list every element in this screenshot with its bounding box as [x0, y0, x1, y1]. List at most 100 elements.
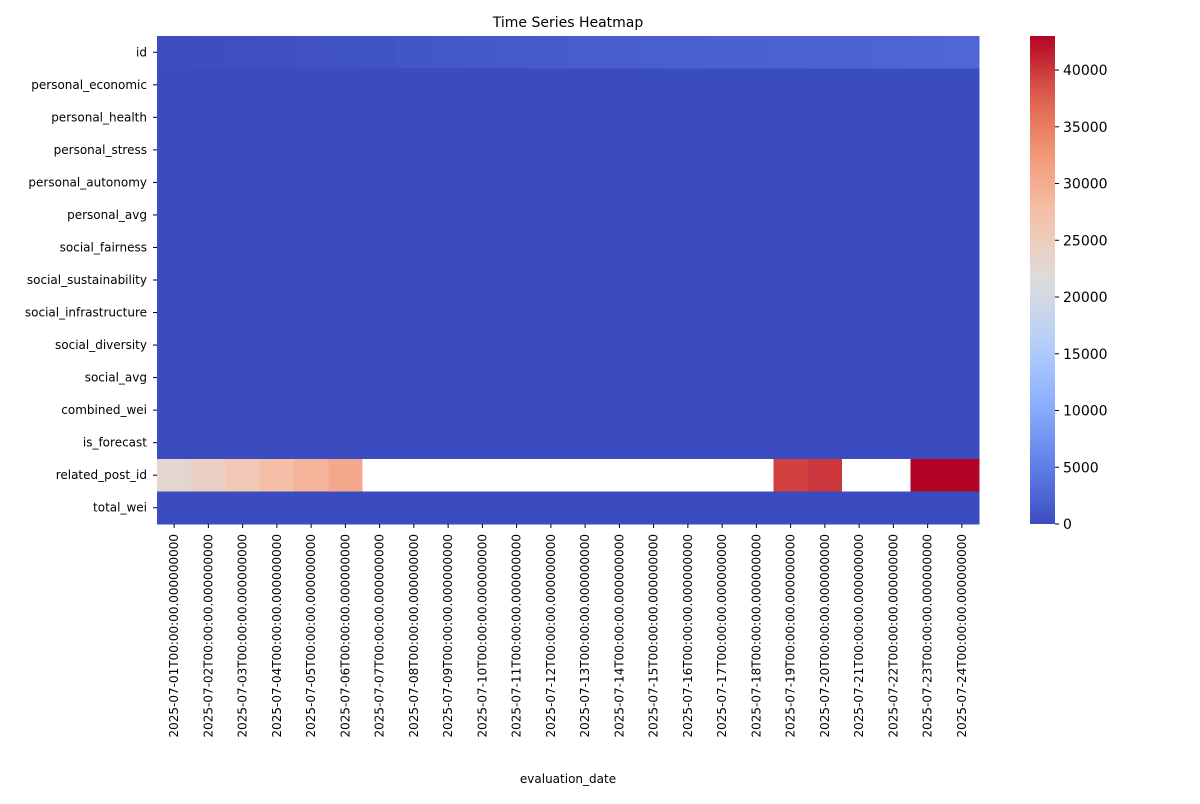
heatmap-cell	[157, 68, 192, 102]
heatmap-cell	[191, 166, 227, 200]
colorbar-tick-label: 0	[1063, 517, 1072, 533]
heatmap-cell	[396, 458, 432, 493]
heatmap-cell	[602, 166, 638, 200]
y-tick-label: is_forecast	[83, 436, 147, 450]
heatmap-cell	[533, 231, 569, 265]
heatmap-cell	[910, 133, 946, 167]
heatmap-cell	[944, 133, 980, 167]
heatmap-cell	[842, 166, 877, 200]
heatmap-cell	[568, 198, 603, 232]
heatmap-cell	[602, 426, 638, 460]
heatmap-cell	[842, 36, 877, 70]
heatmap-cell	[225, 133, 261, 167]
heatmap-cell	[328, 68, 364, 102]
heatmap-cell	[294, 296, 329, 330]
heatmap-cell	[705, 166, 740, 200]
heatmap-cell	[842, 101, 877, 135]
heatmap-cell	[636, 133, 672, 167]
heatmap-cell	[568, 296, 603, 330]
heatmap-cell	[396, 231, 432, 265]
heatmap-cell	[636, 361, 672, 395]
heatmap-cell	[362, 231, 398, 265]
heatmap-cell	[533, 393, 569, 427]
x-tick-label: 2025-07-23T00:00:00.000000000	[921, 534, 935, 738]
heatmap-cell	[944, 68, 980, 102]
y-tick-label: related_post_id	[56, 468, 147, 482]
heatmap-cell	[157, 328, 192, 362]
heatmap-cell	[944, 231, 980, 265]
heatmap-cell	[568, 68, 603, 102]
heatmap-cell	[705, 393, 740, 427]
heatmap-cell	[568, 393, 603, 427]
heatmap-cell	[807, 101, 843, 135]
heatmap-cell	[705, 458, 740, 493]
heatmap-cell	[294, 328, 329, 362]
heatmap-cell	[876, 491, 912, 525]
heatmap-cell	[842, 133, 877, 167]
heatmap-cell	[807, 296, 843, 330]
heatmap-cell	[944, 361, 980, 395]
heatmap-cell	[876, 133, 912, 167]
heatmap-cell	[670, 198, 706, 232]
heatmap-cell	[533, 133, 569, 167]
heatmap-cell	[636, 101, 672, 135]
heatmap-cell	[602, 231, 638, 265]
heatmap-cell	[739, 328, 775, 362]
colorbar-tick-label: 40000	[1063, 63, 1108, 79]
heatmap-cell	[807, 426, 843, 460]
heatmap-cell	[328, 101, 364, 135]
heatmap-cell	[362, 101, 398, 135]
heatmap-cell	[328, 328, 364, 362]
heatmap-cell	[499, 231, 535, 265]
heatmap-cell	[773, 361, 809, 395]
heatmap-cell	[602, 491, 638, 525]
heatmap-cell	[294, 36, 329, 70]
heatmap-cell	[191, 198, 227, 232]
heatmap-cell	[259, 68, 295, 102]
x-tick-label: 2025-07-19T00:00:00.000000000	[784, 534, 798, 738]
heatmap-cell	[499, 458, 535, 493]
heatmap-cell	[705, 328, 740, 362]
heatmap-cell	[328, 263, 364, 297]
y-tick-label: personal_economic	[31, 78, 147, 92]
x-tick-label: 2025-07-21T00:00:00.000000000	[852, 534, 866, 738]
heatmap-cell	[739, 166, 775, 200]
heatmap-cell	[157, 426, 192, 460]
heatmap-cell	[944, 426, 980, 460]
heatmap-cell	[499, 133, 535, 167]
heatmap-cell	[705, 133, 740, 167]
heatmap-cell	[568, 426, 603, 460]
heatmap-cell	[842, 491, 877, 525]
heatmap-cell	[225, 393, 261, 427]
heatmap-cell	[431, 231, 466, 265]
x-axis-label: evaluation_date	[520, 772, 616, 786]
heatmap-cell	[294, 458, 329, 493]
heatmap-cell	[465, 36, 501, 70]
heatmap-cell	[225, 426, 261, 460]
heatmap-cell	[602, 36, 638, 70]
heatmap-cell	[602, 361, 638, 395]
heatmap-cell	[328, 133, 364, 167]
heatmap-cell	[807, 361, 843, 395]
heatmap-cell	[842, 296, 877, 330]
heatmap-cell	[431, 166, 466, 200]
heatmap-cell	[773, 328, 809, 362]
heatmap-cell	[294, 393, 329, 427]
heatmap-cell	[465, 296, 501, 330]
heatmap-cell	[739, 458, 775, 493]
heatmap-cell	[431, 296, 466, 330]
heatmap-cell	[328, 36, 364, 70]
x-tick-label: 2025-07-24T00:00:00.000000000	[955, 534, 969, 738]
heatmap-cell	[396, 133, 432, 167]
heatmap-cell	[225, 68, 261, 102]
heatmap-cell	[739, 101, 775, 135]
heatmap-cell	[670, 458, 706, 493]
colorbar-tick-label: 20000	[1063, 290, 1108, 306]
x-tick-label: 2025-07-18T00:00:00.000000000	[749, 534, 763, 738]
x-tick-label: 2025-07-15T00:00:00.000000000	[647, 534, 661, 738]
colorbar-tick-label: 35000	[1063, 120, 1108, 136]
heatmap-cell	[602, 296, 638, 330]
heatmap-cell	[362, 36, 398, 70]
heatmap-cell	[944, 296, 980, 330]
